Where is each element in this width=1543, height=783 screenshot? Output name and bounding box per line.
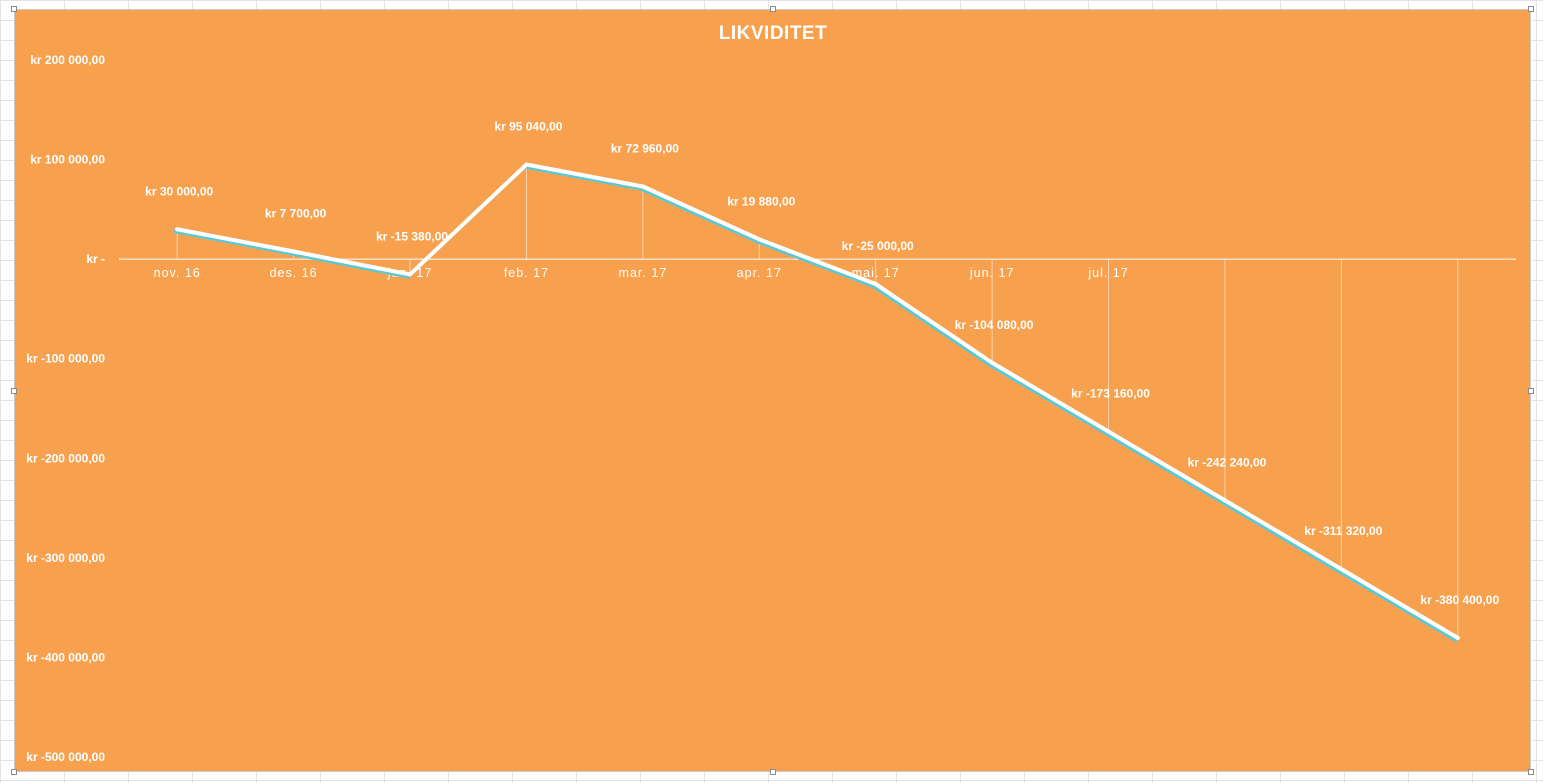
y-tick-label-7: kr -500 000,00 xyxy=(26,750,105,764)
series-line xyxy=(175,162,1460,640)
y-tick-label-2: kr - xyxy=(86,252,105,266)
data-label-3: kr 95 040,00 xyxy=(494,120,562,134)
resize-handle-bottom-right[interactable] xyxy=(1528,769,1534,775)
y-axis: kr 200 000,00 kr 100 000,00 kr - kr -100 00… xyxy=(26,53,105,764)
data-point-10 xyxy=(1339,567,1344,572)
x-tick-label-7: jun. 17 xyxy=(969,266,1015,280)
x-tick-label-8: jul. 17 xyxy=(1087,266,1128,280)
y-tick-label-6: kr -400 000,00 xyxy=(26,650,105,664)
resize-handle-top-left[interactable] xyxy=(11,6,17,12)
y-tick-label-4: kr -200 000,00 xyxy=(26,451,105,465)
data-point-3 xyxy=(524,162,529,167)
x-tick-label-1: des. 16 xyxy=(270,266,318,280)
data-label-8: kr -173 160,00 xyxy=(1071,387,1150,401)
resize-handle-top-right[interactable] xyxy=(1528,6,1534,12)
data-label-6: kr -25 000,00 xyxy=(842,239,914,253)
data-label-7: kr -104 080,00 xyxy=(955,318,1034,332)
data-label-10: kr -311 320,00 xyxy=(1304,524,1382,538)
resize-handle-bottom-left[interactable] xyxy=(11,769,17,775)
drop-lines xyxy=(176,164,1459,638)
data-point-11 xyxy=(1455,635,1460,640)
x-tick-label-3: feb. 17 xyxy=(504,266,549,280)
data-point-2 xyxy=(408,272,413,277)
data-point-0 xyxy=(175,227,180,232)
series-line-shadow xyxy=(173,164,1458,642)
data-label-0: kr 30 000,00 xyxy=(145,184,213,198)
data-label-2: kr -15 380,00 xyxy=(376,229,448,243)
data-point-4 xyxy=(640,184,645,189)
x-tick-label-4: mar. 17 xyxy=(619,266,668,280)
x-tick-label-6: mai. 17 xyxy=(852,266,900,280)
x-tick-label-5: apr. 17 xyxy=(737,266,782,280)
y-tick-label-0: kr 200 000,00 xyxy=(30,53,105,67)
resize-handle-right[interactable] xyxy=(1528,388,1534,394)
data-label-5: kr 19 880,00 xyxy=(727,194,795,208)
data-point-9 xyxy=(1222,498,1227,503)
data-label-11: kr -380 400,00 xyxy=(1420,593,1499,607)
chart-title: LIKVIDITET xyxy=(719,23,827,44)
resize-handle-top[interactable] xyxy=(770,6,776,12)
data-point-6 xyxy=(873,282,878,287)
data-point-8 xyxy=(1106,429,1111,434)
y-tick-label-5: kr -300 000,00 xyxy=(26,551,105,565)
resize-handle-bottom[interactable] xyxy=(770,769,776,775)
y-tick-label-1: kr 100 000,00 xyxy=(30,153,105,167)
data-point-1 xyxy=(291,249,296,254)
series-liquidity xyxy=(173,162,1460,642)
x-tick-label-0: nov. 16 xyxy=(154,266,201,280)
data-label-9: kr -242 240,00 xyxy=(1188,455,1267,469)
data-label-1: kr 7 700,00 xyxy=(265,206,327,220)
y-tick-label-3: kr -100 000,00 xyxy=(26,352,105,366)
data-labels: kr 30 000,00 kr 7 700,00 kr -15 380,00 kr 9… xyxy=(145,120,1499,607)
resize-handle-left[interactable] xyxy=(11,388,17,394)
x-axis: nov. 16 des. 16 jan. 17 feb. 17 mar. 17 apr. … xyxy=(154,266,1128,280)
chart-area[interactable]: LIKVIDITET kr 200 000,00 kr 100 000,00 kr … xyxy=(11,6,1534,775)
data-point-7 xyxy=(990,360,995,365)
data-point-5 xyxy=(757,237,762,242)
data-label-4: kr 72 960,00 xyxy=(611,141,679,155)
